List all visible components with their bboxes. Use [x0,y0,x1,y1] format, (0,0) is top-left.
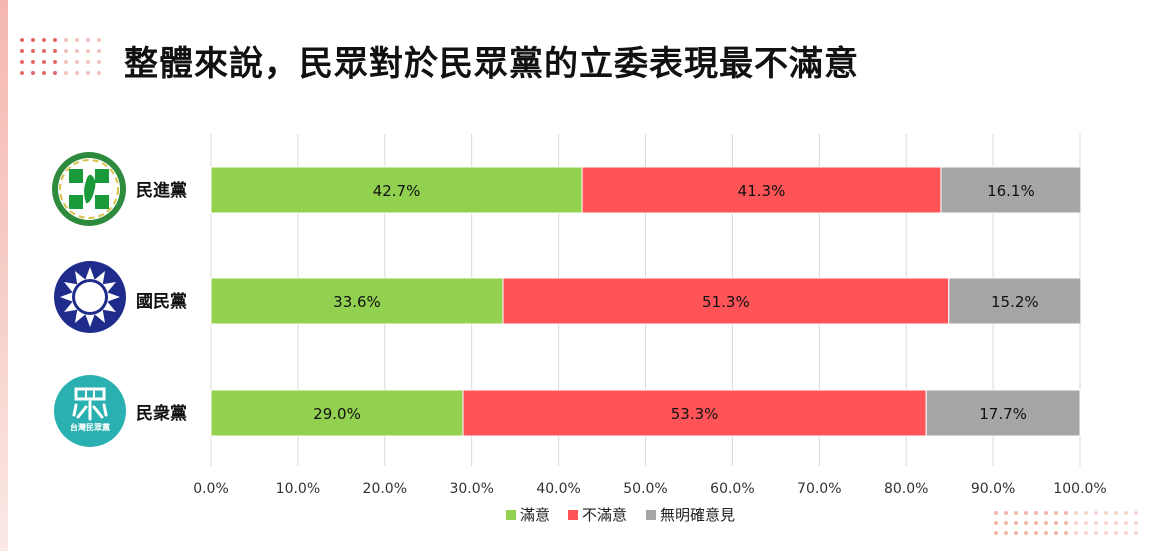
x-tick-label: 60.0% [710,481,754,497]
category-label: 民衆黨 [136,403,187,424]
dpp-logo-icon [52,152,126,226]
bar-no-opinion [925,389,1081,437]
bar-no-opinion [948,277,1082,325]
bar-dissatisfied [462,389,927,437]
legend-label-no-opinion: 無明確意見 [660,506,735,524]
data-label: 17.7% [979,405,1027,423]
legend-label-satisfied: 滿意 [520,506,550,524]
category-label: 國民黨 [136,291,187,312]
data-label: 15.2% [991,293,1039,311]
legend-swatch-dissatisfied [568,510,578,520]
category-label: 民進黨 [136,180,187,201]
x-tick-label: 70.0% [797,481,841,497]
tpp-logo-text: 台灣民眾黨 [70,422,110,432]
x-tick-label: 50.0% [623,481,667,497]
bar-dissatisfied [581,166,942,214]
legend: 滿意 不滿意 無明確意見 [506,506,735,524]
x-axis-ticks: 0.0% 10.0% 20.0% 30.0% 40.0% 50.0% 60.0% 70.0% 8… [193,481,1106,497]
data-label: 42.7% [373,182,421,200]
bar-no-opinion [940,166,1082,214]
bar-satisfied [210,166,583,214]
legend-swatch-no-opinion [646,510,656,520]
x-tick-label: 0.0% [193,481,229,497]
data-label: 51.3% [702,293,750,311]
bars [210,166,1082,437]
legend-swatch-satisfied [506,510,516,520]
x-tick-label: 90.0% [971,481,1015,497]
bar-dissatisfied [502,277,950,325]
data-label: 16.1% [987,182,1035,200]
tpp-logo-icon: 台灣民眾黨 [54,375,126,447]
legend-label-dissatisfied: 不滿意 [582,506,627,524]
x-tick-label: 80.0% [884,481,928,497]
x-tick-label: 20.0% [363,481,407,497]
x-tick-label: 100.0% [1053,481,1106,497]
kmt-logo-icon [54,261,126,333]
x-tick-label: 40.0% [536,481,580,497]
left-accent-strip [0,0,8,551]
data-labels: 42.7% 41.3% 16.1% 33.6% 51.3% 15.2% 29.0% 53.3%… [313,182,1038,423]
page-title: 整體來說，民眾對於民眾黨的立委表現最不滿意 [124,44,859,84]
bar-satisfied [210,389,464,437]
data-label: 29.0% [313,405,361,423]
data-label: 53.3% [671,405,719,423]
x-tick-label: 30.0% [449,481,493,497]
data-label: 33.6% [333,293,381,311]
x-tick-label: 10.0% [276,481,320,497]
data-label: 41.3% [738,182,786,200]
bar-satisfied [210,277,504,325]
